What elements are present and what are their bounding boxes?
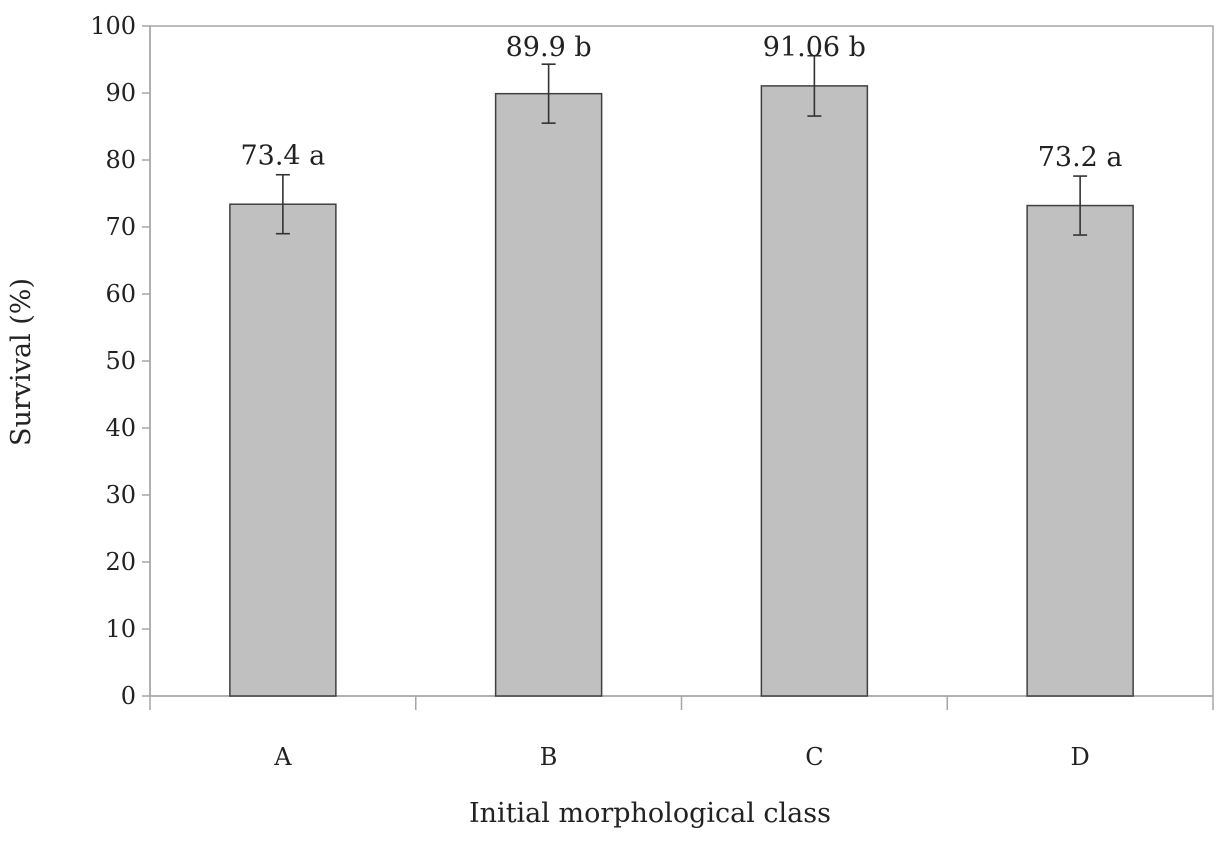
y-tick-label: 70: [105, 213, 136, 241]
data-labels: 73.4 a 89.9 b 91.06 b 73.2 a: [240, 32, 1122, 173]
bar: [494, 92, 603, 697]
y-tick-label: 90: [105, 79, 136, 107]
y-tick-label: 20: [105, 548, 136, 576]
y-axis: 0 10 20 30 40 50 60 70 80 90 100: [90, 12, 151, 710]
error-bar: [807, 54, 822, 117]
error-bars: [275, 54, 1088, 236]
bar: [760, 85, 869, 697]
bar: [1026, 204, 1134, 697]
x-tick-label: A: [273, 743, 292, 771]
data-label: 89.9 b: [506, 32, 592, 63]
y-tick-label: 60: [105, 280, 136, 308]
y-axis-title: Survival (%): [6, 278, 37, 446]
y-tick-label: 80: [105, 146, 136, 174]
x-tick-label: D: [1071, 743, 1090, 771]
y-tick-label: 0: [121, 682, 136, 710]
y-tick-label: 10: [105, 615, 136, 643]
x-axis-title: Initial morphological class: [469, 798, 831, 829]
x-tick-label: B: [540, 743, 558, 771]
error-bar: [1073, 175, 1088, 236]
y-tick-label: 40: [105, 414, 136, 442]
x-axis: A B C D: [149, 695, 1214, 771]
error-bar: [541, 63, 556, 124]
data-label: 73.4 a: [240, 141, 325, 172]
data-label: 73.2 a: [1038, 142, 1123, 173]
error-bar: [275, 173, 290, 235]
y-tick-label: 30: [105, 481, 136, 509]
bar: [229, 203, 337, 697]
bars: [229, 85, 1134, 697]
data-label: 91.06 b: [763, 32, 866, 63]
y-tick-label: 100: [90, 12, 136, 40]
y-tick-label: 50: [105, 347, 136, 375]
x-tick-label: C: [805, 743, 823, 771]
